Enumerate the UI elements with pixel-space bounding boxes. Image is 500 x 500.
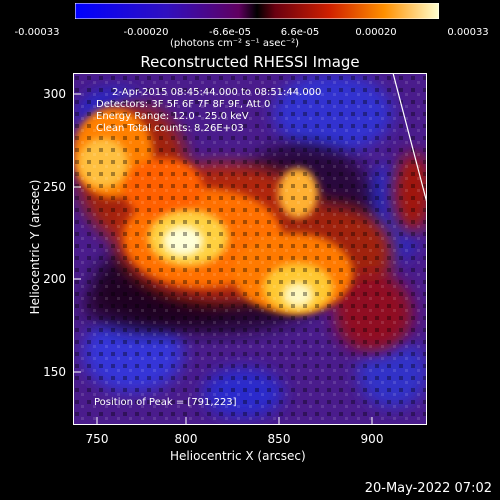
axis-ticks <box>73 93 373 425</box>
x-tick-label: 850 <box>267 432 291 446</box>
colorbar-units: (photons cm⁻² s⁻¹ asec⁻²) <box>170 38 300 49</box>
plot-title: Reconstructed RHESSI Image <box>140 53 360 71</box>
colorbar-tick-label: -0.00033 <box>14 27 60 38</box>
y-tick-label: 200 <box>43 272 66 286</box>
total-counts-label: Clean Total counts: 8.26E+03 <box>96 123 244 134</box>
y-tick-label: 150 <box>43 365 66 379</box>
x-tick-label: 750 <box>85 432 109 446</box>
rhessi-image <box>73 73 427 425</box>
colorbar-tick-label: 0.00033 <box>447 27 489 38</box>
y-tick-label: 300 <box>43 87 66 101</box>
colorbar-tick-label: -6.6e-05 <box>209 27 251 38</box>
colorbar <box>75 3 439 19</box>
footer-timestamp: 20-May-2022 07:02 <box>364 481 492 496</box>
plot-border <box>73 73 427 425</box>
time-range-label: 2-Apr-2015 08:45:44.000 to 08:51:44.000 <box>112 87 322 98</box>
y-axis-label: Heliocentric Y (arcsec) <box>28 179 42 315</box>
x-tick-label: 800 <box>174 432 198 446</box>
x-tick-label: 900 <box>360 432 384 446</box>
peak-position-label: Position of Peak = [791,223] <box>94 397 237 408</box>
colorbar-tick-label: 0.00020 <box>355 27 397 38</box>
energy-range-label: Energy Range: 12.0 - 25.0 keV <box>96 111 249 122</box>
x-axis-label: Heliocentric X (arcsec) <box>170 449 306 463</box>
colorbar-tick-label: -0.00020 <box>123 27 169 38</box>
detectors-label: Detectors: 3F 5F 6F 7F 8F 9F, Att 0 <box>96 99 271 110</box>
colorbar-tick-label: 6.6e-05 <box>280 27 320 38</box>
y-tick-label: 250 <box>43 180 66 194</box>
